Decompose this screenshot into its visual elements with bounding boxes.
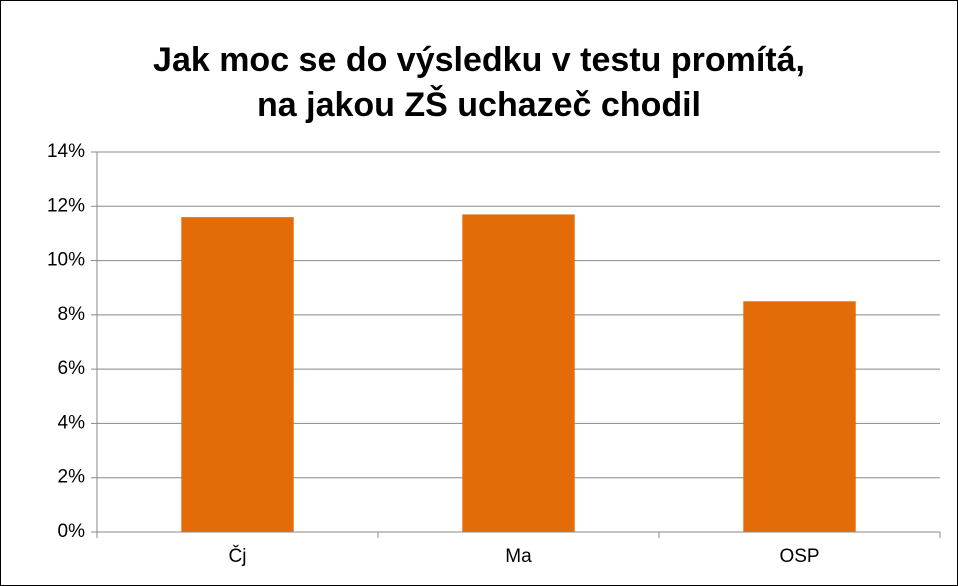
- y-tick-label: 14%: [47, 141, 85, 162]
- x-tick-label: Čj: [229, 545, 247, 567]
- y-tick-label: 6%: [58, 358, 86, 379]
- y-tick-label: 2%: [58, 467, 86, 488]
- y-tick-label: 8%: [58, 304, 86, 325]
- y-tick-label: 12%: [47, 195, 85, 216]
- bar: [181, 217, 294, 532]
- y-tick-label: 4%: [58, 412, 86, 433]
- x-tick-label: OSP: [779, 546, 819, 567]
- bar: [462, 214, 575, 532]
- bar: [743, 301, 856, 532]
- y-tick-label: 0%: [58, 521, 86, 542]
- y-tick-label: 10%: [47, 250, 85, 271]
- chart-title: na jakou ZŠ uchazeč chodil: [257, 85, 701, 124]
- x-tick-label: Ma: [505, 546, 532, 567]
- chart-title: Jak moc se do výsledku v testu promítá,: [153, 41, 805, 79]
